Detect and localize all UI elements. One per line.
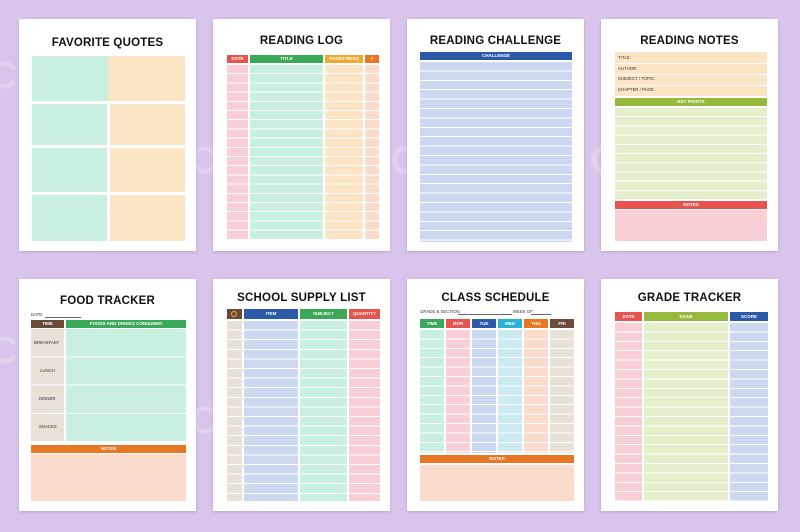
time-column bbox=[31, 329, 64, 442]
page-school-supply-list: SCHOOL SUPPLY LIST ITEM SUBJECT QUANTITY bbox=[213, 279, 390, 511]
field-chapter: CHAPTER / PAGE: bbox=[618, 87, 655, 92]
column-header-check: ✓ bbox=[365, 55, 379, 63]
grade-section-label: GRADE & SECTION: bbox=[420, 309, 461, 314]
log-column bbox=[325, 65, 363, 240]
week-line bbox=[531, 314, 551, 315]
log-column bbox=[250, 65, 323, 240]
page-reading-log: READING LOG DATE TITLE PAGES READ ✓ bbox=[213, 19, 390, 251]
field-title: TITLE: bbox=[618, 55, 631, 60]
page-title: FOOD TRACKER bbox=[59, 295, 156, 307]
notes-box bbox=[31, 454, 186, 501]
date-label: DATE: bbox=[31, 312, 44, 317]
quote-box bbox=[32, 56, 185, 101]
column-header-tue: TUE bbox=[472, 319, 496, 328]
schedule-column bbox=[524, 330, 548, 453]
notes-header: NOTES bbox=[420, 455, 574, 463]
column-header-date: DATE bbox=[615, 312, 642, 321]
check-circle-icon bbox=[231, 310, 237, 317]
notes-box bbox=[420, 465, 574, 501]
supply-column bbox=[244, 321, 298, 501]
supply-column bbox=[300, 321, 347, 501]
column-header-fri: FRI bbox=[550, 319, 574, 328]
key-points-box bbox=[615, 108, 767, 199]
column-header-time: TIME bbox=[31, 320, 64, 328]
challenge-header: CHALLENGE bbox=[420, 52, 572, 60]
column-header-title: TITLE bbox=[250, 55, 323, 63]
log-column bbox=[365, 65, 379, 240]
log-column bbox=[227, 65, 248, 240]
meal-breakfast: BREAKFAST bbox=[34, 340, 60, 345]
column-header-mon: MON bbox=[446, 319, 470, 328]
quote-box bbox=[110, 148, 185, 192]
page-food-tracker: FOOD TRACKER DATE: TIME FOODS AND DRINKS… bbox=[19, 279, 196, 511]
date-line bbox=[45, 317, 81, 318]
page-class-schedule: CLASS SCHEDULE GRADE & SECTION: WEEK OF:… bbox=[407, 279, 584, 511]
column-header-time: TIME bbox=[420, 319, 444, 328]
column-header-score: SCORE bbox=[730, 312, 768, 321]
page-title: SCHOOL SUPPLY LIST bbox=[237, 292, 366, 304]
schedule-column bbox=[420, 330, 444, 453]
column-header-item: ITEM bbox=[244, 309, 298, 319]
meal-lunch: LUNCH bbox=[40, 368, 55, 373]
page-title: GRADE TRACKER bbox=[637, 292, 742, 304]
divider bbox=[615, 63, 767, 64]
field-subject: SUBJECT / TOPIC: bbox=[618, 76, 656, 81]
notes-header: NOTES bbox=[615, 201, 767, 209]
schedule-column bbox=[446, 330, 470, 453]
quote-box bbox=[32, 104, 107, 145]
quote-box bbox=[110, 104, 185, 145]
page-title: READING NOTES bbox=[640, 35, 739, 47]
column-header-date: DATE bbox=[227, 55, 248, 63]
food-column bbox=[66, 329, 186, 442]
grade-column bbox=[615, 323, 642, 501]
column-header-foods: FOODS AND DRINKS CONSUMED bbox=[66, 320, 186, 328]
divider bbox=[615, 74, 767, 75]
page-favorite-quotes: FAVORITE QUOTES bbox=[19, 19, 196, 251]
column-header-wed: WED bbox=[498, 319, 522, 328]
schedule-column bbox=[550, 330, 574, 453]
notes-box bbox=[615, 210, 767, 241]
grade-column bbox=[644, 323, 728, 501]
field-author: AUTHOR: bbox=[618, 66, 638, 71]
meal-snacks: SNACKS bbox=[39, 424, 57, 429]
page-title: FAVORITE QUOTES bbox=[51, 37, 164, 49]
column-header-pages-read: PAGES READ bbox=[325, 55, 363, 63]
supply-column bbox=[227, 321, 242, 501]
grade-line bbox=[458, 314, 512, 315]
page-title: READING LOG bbox=[259, 35, 344, 47]
week-of-label: WEEK OF: bbox=[513, 309, 535, 314]
schedule-column bbox=[472, 330, 496, 453]
column-header-exam: EXAM bbox=[644, 312, 728, 321]
notes-header: NOTES bbox=[31, 445, 186, 453]
meal-dinner: DINNER bbox=[39, 396, 56, 401]
grade-column bbox=[730, 323, 768, 501]
key-points-header: KEY POINTS bbox=[615, 98, 767, 106]
page-title: CLASS SCHEDULE bbox=[441, 292, 550, 304]
check-header bbox=[227, 309, 242, 319]
quote-box bbox=[32, 195, 107, 241]
column-header-quantity: QUANTITY bbox=[349, 309, 380, 319]
quote-box bbox=[110, 195, 185, 241]
divider bbox=[615, 85, 767, 86]
page-title: READING CHALLENGE bbox=[429, 35, 562, 47]
page-grade-tracker: GRADE TRACKER DATE EXAM SCORE bbox=[601, 279, 778, 511]
column-header-thu: THU bbox=[524, 319, 548, 328]
schedule-column bbox=[498, 330, 522, 453]
page-reading-challenge: READING CHALLENGE CHALLENGE bbox=[407, 19, 584, 251]
challenge-list bbox=[420, 62, 572, 242]
supply-column bbox=[349, 321, 380, 501]
column-header-subject: SUBJECT bbox=[300, 309, 347, 319]
quote-box bbox=[32, 148, 107, 192]
page-reading-notes: READING NOTES TITLE: AUTHOR: SUBJECT / T… bbox=[601, 19, 778, 251]
